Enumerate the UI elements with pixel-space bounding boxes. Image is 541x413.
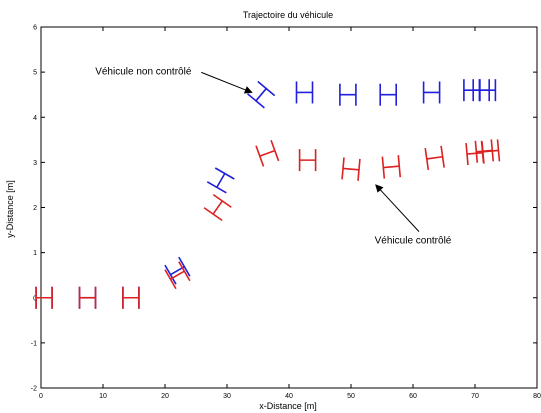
y-tick-label: -2 xyxy=(31,386,37,393)
vehicle-marker xyxy=(424,145,445,170)
vehicle-marker xyxy=(478,79,497,102)
y-tick-label: -1 xyxy=(31,340,37,347)
axes: 0 10 20 30 40 50 60 70 80 -2 -1 0 1 2 3 4 5 6 xyxy=(31,25,541,401)
x-tick-label: 40 xyxy=(285,393,293,400)
series-1-markers xyxy=(35,139,501,309)
vehicle-marker xyxy=(379,83,398,106)
x-tick-label: 50 xyxy=(347,393,355,400)
vehicle-marker xyxy=(381,155,402,179)
y-tick-label: 2 xyxy=(33,205,37,212)
y-tick-label: 0 xyxy=(33,295,37,302)
vehicle-marker xyxy=(78,286,97,309)
y-axis-label: y-Distance [m] xyxy=(5,180,15,238)
y-tick-label: 1 xyxy=(33,250,37,257)
vehicle-marker xyxy=(339,83,357,106)
vehicle-marker xyxy=(422,81,441,104)
x-tick-label: 60 xyxy=(409,393,417,400)
y-tick-label: 3 xyxy=(33,160,37,167)
annotation-arrow xyxy=(201,71,253,94)
vehicle-marker xyxy=(295,81,314,104)
series-0-markers xyxy=(35,79,497,309)
chart-title: Trajectoire du véhicule xyxy=(243,10,333,20)
vehicle-marker xyxy=(298,149,317,172)
vehicle-marker xyxy=(255,140,280,167)
y-tick-label: 5 xyxy=(33,70,37,77)
x-tick-label: 70 xyxy=(471,393,479,400)
vehicle-marker xyxy=(164,256,191,285)
vehicle-marker xyxy=(247,80,276,109)
y-tick-label: 6 xyxy=(33,25,37,32)
vehicle-marker xyxy=(480,139,501,163)
vehicle-marker xyxy=(164,261,191,290)
plot-frame xyxy=(40,26,538,389)
vehicle-marker xyxy=(122,286,140,309)
vehicle-marker xyxy=(35,286,53,309)
x-tick-label: 20 xyxy=(161,393,169,400)
vehicle-markers xyxy=(35,79,501,309)
x-tick-label: 0 xyxy=(39,393,43,400)
y-tick-label: 4 xyxy=(33,115,37,122)
annotations: Véhicule non contrôlé Véhicule contrôlé xyxy=(95,66,452,246)
annotation-arrow xyxy=(375,184,420,232)
x-axis-label: x-Distance [m] xyxy=(259,401,317,411)
x-tick-label: 30 xyxy=(223,393,231,400)
x-tick-label: 80 xyxy=(533,393,541,400)
annotation-label: Véhicule contrôlé xyxy=(375,236,452,247)
vehicle-marker xyxy=(341,157,361,181)
x-tick-label: 10 xyxy=(99,393,107,400)
vehicle-marker xyxy=(206,167,235,194)
vehicle-marker xyxy=(203,193,232,222)
annotation-label: Véhicule non contrôlé xyxy=(95,66,192,77)
